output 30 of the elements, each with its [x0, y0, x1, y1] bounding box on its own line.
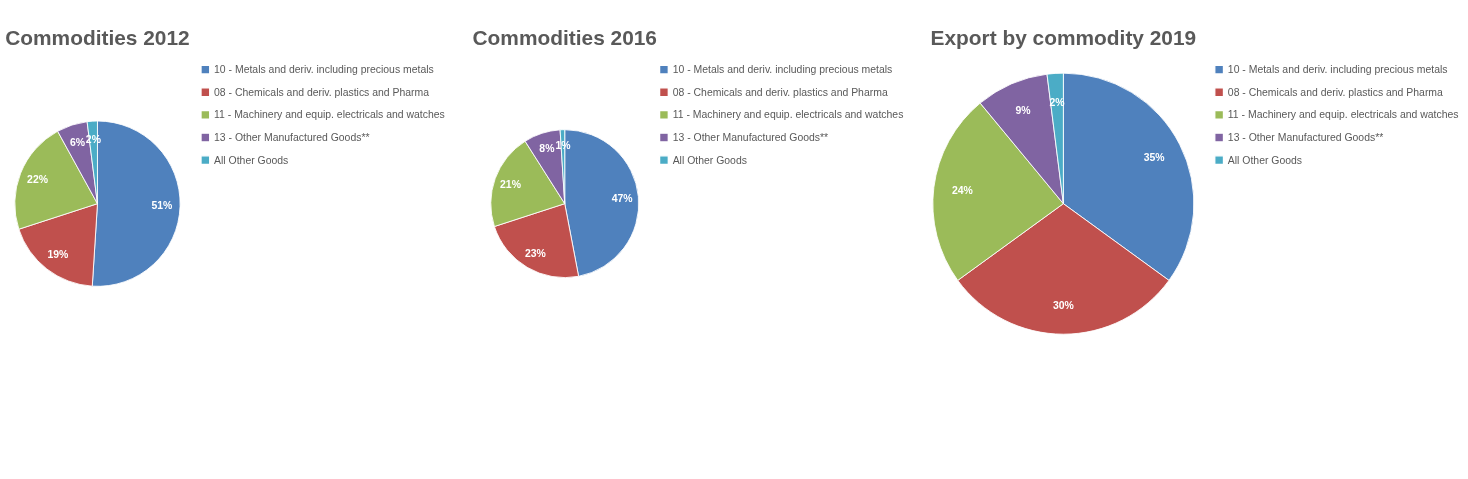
data-label: 6% — [69, 136, 86, 148]
data-label: 21% — [500, 178, 521, 190]
legend-label: 08 - Chemicals and deriv. plastics and Pharma — [1227, 86, 1444, 98]
legend-label: 10 - Metals and deriv. including precious metals — [1227, 64, 1448, 76]
legend-label: 10 - Metals and deriv. including precious metals — [214, 64, 434, 76]
data-label: 22% — [27, 174, 48, 186]
legend-label: 11 - Machinery and equip. electricals and watches — [672, 109, 904, 121]
data-label: 24% — [951, 185, 973, 197]
data-label: 8% — [539, 143, 555, 155]
data-label: 51% — [151, 200, 173, 212]
data-label: 35% — [1143, 151, 1165, 163]
legend-label: 08 - Chemicals and deriv. plastics and Pharma — [214, 86, 430, 98]
legend-label: 11 - Machinery and equip. electricals and watches — [214, 109, 445, 121]
chart-title: Commodities 2012 — [5, 26, 190, 50]
legend-label: 08 - Chemicals and deriv. plastics and Pharma — [672, 86, 888, 98]
legend-label: All Other Goods — [672, 154, 747, 166]
legend-label: All Other Goods — [214, 154, 289, 166]
data-label: 19% — [47, 249, 69, 261]
data-label: 23% — [524, 247, 546, 259]
legend-label: 13 - Other Manufactured Goods** — [672, 132, 829, 144]
chart-title: Commodities 2016 — [472, 26, 657, 50]
legend-label: 13 - Other Manufactured Goods** — [1227, 132, 1384, 144]
data-label: 47% — [611, 192, 633, 204]
legend-label: 11 - Machinery and equip. electricals and watches — [1227, 109, 1459, 121]
data-label: 9% — [1015, 104, 1031, 116]
chart-title: Export by commodity 2019 — [930, 26, 1197, 50]
legend-label: All Other Goods — [1227, 154, 1303, 166]
legend-label: 10 - Metals and deriv. including precious metals — [672, 64, 893, 76]
legend-label: 13 - Other Manufactured Goods** — [214, 132, 370, 144]
data-label: 30% — [1052, 299, 1074, 311]
